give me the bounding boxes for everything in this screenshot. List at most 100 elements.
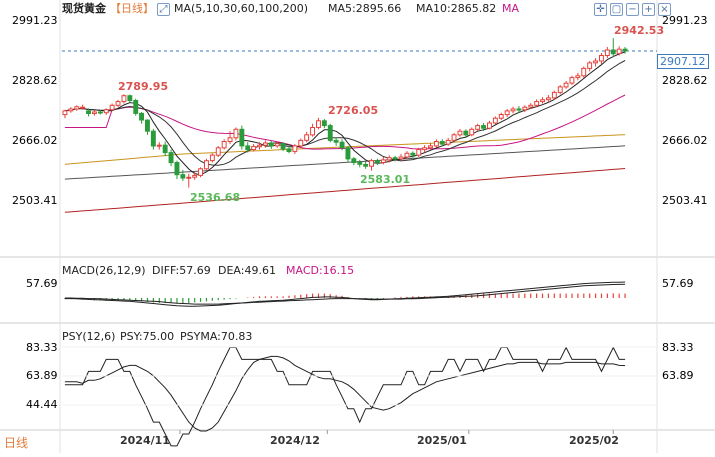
candle-body	[127, 95, 133, 101]
period-label: 【日线】	[110, 2, 154, 15]
candle-body	[587, 62, 593, 69]
x-axis-label: 2024/12	[270, 434, 320, 447]
candle-body	[251, 146, 257, 151]
candle-body	[221, 141, 227, 149]
ma10-line	[64, 60, 626, 166]
candle-body	[599, 55, 604, 62]
candle-body	[150, 130, 156, 147]
candle-body	[357, 162, 363, 165]
psyma-line	[64, 355, 626, 432]
candle-body	[410, 152, 416, 156]
candle-body	[304, 134, 310, 141]
candle-body	[622, 48, 628, 52]
candle-body	[563, 82, 569, 88]
candle-body	[233, 128, 239, 139]
ma-more-label[interactable]: MA	[502, 2, 520, 15]
candle-body	[380, 159, 386, 163]
candle-body	[121, 95, 127, 103]
annotation-high: 2789.95	[118, 80, 169, 93]
candle-body	[263, 142, 268, 146]
candle-body	[339, 141, 345, 149]
candle-body	[215, 147, 221, 156]
ma100-line	[64, 145, 626, 180]
candle-body	[280, 143, 286, 150]
psy-line	[64, 346, 626, 447]
symbol-title: 现货黄金	[62, 2, 106, 15]
candle-body	[540, 99, 545, 103]
psy-tick-left: 63.89	[26, 369, 58, 382]
ma-settings-icon[interactable]: ⤢	[157, 3, 170, 16]
candle-body	[62, 110, 68, 116]
candle-body	[292, 145, 298, 152]
candle-body	[433, 141, 439, 147]
candle-body	[333, 139, 339, 143]
candle-body	[227, 137, 233, 143]
candle-body	[451, 134, 457, 141]
candle-body	[416, 149, 422, 156]
candle-body	[469, 128, 475, 136]
candle-body	[363, 163, 369, 167]
psy-params-label: PSY(12,6)	[62, 330, 116, 343]
candle-body	[492, 117, 498, 124]
macd-tick-right: 57.69	[662, 277, 694, 290]
fit-icon[interactable]: ▢	[610, 3, 623, 16]
zoom-out-icon[interactable]: −	[626, 3, 639, 16]
candle-body	[610, 49, 616, 55]
zoom-in-icon[interactable]: +	[642, 3, 655, 16]
price-tick-left: 2991.23	[12, 14, 58, 27]
candle-body	[180, 174, 186, 179]
macd-dea-line	[64, 283, 626, 305]
candle-body	[109, 104, 115, 111]
candle-body	[209, 154, 215, 162]
candle-body	[274, 143, 280, 147]
macd-diff-value: DIFF:57.69	[152, 264, 211, 277]
candle-body	[463, 130, 469, 136]
psyma-value: PSYMA:70.83	[180, 330, 253, 343]
candle-body	[245, 145, 251, 151]
price-tick-right: 2503.41	[662, 194, 708, 207]
macd-diff-line	[64, 281, 626, 307]
candle-body	[80, 106, 86, 109]
candle-body	[115, 101, 121, 106]
price-tick-left: 2666.02	[12, 134, 58, 147]
candle-body	[145, 119, 150, 132]
candle-body	[404, 152, 410, 158]
candle-body	[546, 97, 551, 101]
candle-body	[534, 101, 540, 106]
ma200-line	[64, 168, 626, 213]
current-price-label: 2907.12	[657, 54, 709, 69]
candle-body	[392, 157, 398, 160]
candle-body	[168, 152, 174, 164]
psy-tick-right: 83.33	[662, 341, 694, 354]
candle-body	[581, 67, 587, 77]
candle-body	[504, 110, 510, 116]
ma10-value: MA10:2865.82	[416, 2, 497, 15]
candle-body	[510, 108, 516, 112]
crosshair-icon[interactable]: ✛	[594, 3, 607, 16]
ma30-line	[64, 94, 626, 150]
x-axis-label: 2025/01	[417, 434, 467, 447]
candle-body	[604, 49, 610, 56]
candle-body	[386, 157, 392, 161]
candle-body	[522, 106, 528, 111]
psy-tick-left: 83.33	[26, 341, 58, 354]
psy-value: PSY:75.00	[120, 330, 175, 343]
candle-body	[198, 168, 204, 176]
candle-body	[257, 144, 263, 148]
candle-body	[286, 148, 292, 152]
candle-body	[268, 142, 274, 147]
candle-body	[369, 160, 375, 167]
annotation-high: 2726.05	[328, 104, 379, 117]
macd-params-label: MACD(26,12,9)	[62, 264, 146, 277]
candle-body	[616, 48, 622, 55]
candle-body	[86, 110, 91, 115]
candle-body	[398, 156, 404, 160]
period-tab[interactable]: 日线	[4, 436, 29, 450]
candle-body	[551, 91, 557, 99]
candle-body	[310, 127, 316, 136]
price-tick-right: 2828.62	[662, 74, 708, 87]
candle-body	[186, 176, 192, 179]
close-icon[interactable]: ×	[658, 3, 671, 16]
candle-body	[204, 160, 209, 170]
candle-body	[445, 139, 451, 145]
